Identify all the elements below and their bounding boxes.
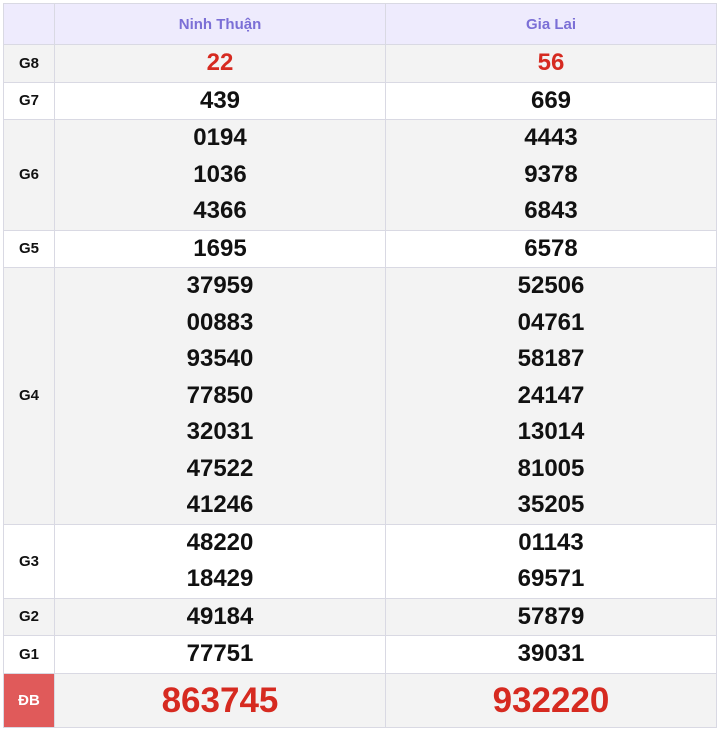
prize-cell: 863745 bbox=[54, 672, 386, 728]
prize-label: G8 bbox=[3, 44, 55, 83]
prize-number: 18429 bbox=[186, 565, 254, 592]
prize-label: G7 bbox=[3, 81, 55, 120]
prize-cell: 77751 bbox=[54, 635, 386, 674]
prize-number: 77751 bbox=[186, 640, 254, 667]
prize-number: 24147 bbox=[517, 381, 585, 409]
prize-number: 1695 bbox=[193, 234, 247, 262]
prize-cell: 6578 bbox=[385, 229, 717, 268]
prize-cell: 1695 bbox=[54, 229, 386, 268]
prize-cell: 669 bbox=[385, 81, 717, 120]
prize-cell: 39031 bbox=[385, 635, 717, 674]
prize-number: 77850 bbox=[186, 381, 254, 409]
prize-number: 69571 bbox=[517, 565, 585, 592]
prize-number: 00883 bbox=[186, 308, 254, 336]
prize-row: ĐB 863745 932220 bbox=[3, 672, 717, 728]
prize-number: 41246 bbox=[186, 491, 254, 518]
prize-number: 81005 bbox=[517, 454, 585, 482]
province-header: Ninh Thuận bbox=[54, 3, 386, 45]
prize-cell: 48220 18429 bbox=[54, 523, 386, 599]
prize-label: G6 bbox=[3, 119, 55, 231]
prize-cell: 56 bbox=[385, 44, 717, 83]
prize-number: 47522 bbox=[186, 454, 254, 482]
prize-number: 56 bbox=[537, 49, 565, 76]
prize-number: 52506 bbox=[517, 272, 585, 299]
prize-number: 6843 bbox=[524, 197, 578, 224]
prize-cell: 57879 bbox=[385, 597, 717, 636]
prize-number: 04761 bbox=[517, 308, 585, 336]
prize-row: G3 48220 18429 01143 69571 bbox=[3, 523, 717, 599]
prize-label: ĐB bbox=[3, 672, 55, 728]
prize-number: 1036 bbox=[193, 160, 247, 188]
prize-number: 48220 bbox=[186, 528, 254, 556]
prize-number: 4366 bbox=[193, 197, 247, 224]
prize-cell: 439 bbox=[54, 81, 386, 120]
prize-row: G8 22 56 bbox=[3, 44, 717, 83]
prize-cell: 4443 9378 6843 bbox=[385, 119, 717, 231]
prize-label: G3 bbox=[3, 523, 55, 599]
prize-cell: 52506 04761 58187 24147 13014 81005 35205 bbox=[385, 267, 717, 525]
prize-label: G2 bbox=[3, 597, 55, 636]
prize-number: 13014 bbox=[517, 418, 585, 445]
prize-number: 669 bbox=[530, 86, 572, 114]
prize-number: 863745 bbox=[161, 680, 279, 720]
prize-number: 39031 bbox=[517, 640, 585, 667]
prize-cell: 932220 bbox=[385, 672, 717, 728]
lottery-results-table: Ninh Thuận Gia Lai G8 22 56 G7 439 669 G6 0194 1… bbox=[3, 3, 717, 728]
header-row: Ninh Thuận Gia Lai bbox=[3, 3, 717, 45]
prize-row: G2 49184 57879 bbox=[3, 597, 717, 636]
prize-label: G4 bbox=[3, 267, 55, 525]
prize-row: G7 439 669 bbox=[3, 81, 717, 120]
prize-cell: 37959 00883 93540 77850 32031 47522 41246 bbox=[54, 267, 386, 525]
prize-row: G4 37959 00883 93540 77850 32031 47522 41246 525… bbox=[3, 267, 717, 525]
prize-row: G6 0194 1036 4366 4443 9378 6843 bbox=[3, 119, 717, 231]
prize-number: 439 bbox=[199, 86, 241, 114]
prize-number: 57879 bbox=[517, 602, 585, 630]
prize-cell: 49184 bbox=[54, 597, 386, 636]
prize-number: 01143 bbox=[518, 528, 584, 556]
prize-number: 49184 bbox=[186, 602, 254, 630]
prize-number: 0194 bbox=[193, 124, 247, 151]
prize-number: 32031 bbox=[186, 418, 254, 445]
prize-label: G1 bbox=[3, 635, 55, 674]
corner-cell bbox=[3, 3, 55, 45]
prize-number: 932220 bbox=[492, 680, 610, 720]
prize-label: G5 bbox=[3, 229, 55, 268]
prize-number: 37959 bbox=[186, 272, 254, 299]
prize-number: 4443 bbox=[524, 124, 578, 151]
prize-number: 35205 bbox=[517, 491, 585, 518]
prize-cell: 01143 69571 bbox=[385, 523, 717, 599]
prize-number: 6578 bbox=[524, 234, 578, 262]
prize-number: 93540 bbox=[186, 345, 254, 372]
prize-row: G1 77751 39031 bbox=[3, 635, 717, 674]
prize-number: 9378 bbox=[524, 160, 578, 188]
prize-number: 58187 bbox=[517, 345, 585, 372]
prize-cell: 0194 1036 4366 bbox=[54, 119, 386, 231]
province-header: Gia Lai bbox=[385, 3, 717, 45]
prize-cell: 22 bbox=[54, 44, 386, 83]
prize-number: 22 bbox=[206, 49, 234, 76]
prize-row: G5 1695 6578 bbox=[3, 229, 717, 268]
